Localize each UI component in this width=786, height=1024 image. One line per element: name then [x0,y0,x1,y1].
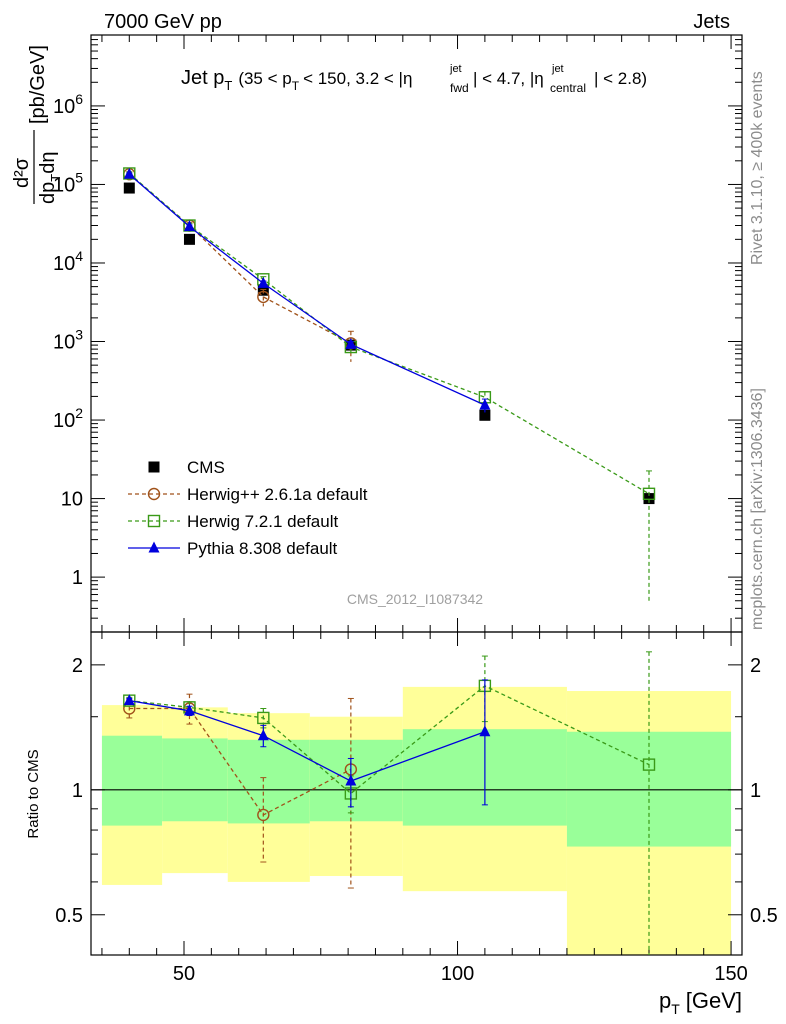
header-left: 7000 GeV pp [104,11,222,33]
main-line-1 [128,173,352,344]
side-label-lower: mcplots.cern.ch [arXiv:1306.3436] [749,388,766,630]
xlabel-main: p [659,988,671,1013]
main-ytick-label: 10 [61,489,83,511]
main-point-1 [257,290,270,304]
ratio-panel-frame [90,631,743,956]
main-title: Jet pT (35 < pT < 150, 3.2 < |η [181,67,412,93]
title-main: Jet p [181,67,224,89]
ratio-ylabel: Ratio to CMS [25,749,42,838]
ylabel-den: dp [37,182,59,204]
title-main-sub: T [224,78,232,93]
band-inner-3 [309,739,403,822]
ratio-point-2 [345,774,357,786]
ratio-point-1 [642,758,656,771]
main-ytick-label: 103 [53,327,83,354]
title-range-a-sub: T [292,79,300,93]
title-eta-fwd-sub: fwd [450,81,469,95]
legend-label-2: Herwig 7.2.1 default [187,512,338,531]
main-ylabel: d²σ dpTdη [pb/GeV] [11,45,63,204]
main-line-3 [128,173,486,406]
legend-marker-1 [147,487,161,501]
title-eta-fwd-sup: jet [449,63,462,75]
legend-label-0: CMS [187,458,225,477]
ratio-point-2 [123,694,135,706]
ylabel-units: [pb/GeV] [27,45,49,124]
main-point-3 [345,337,357,349]
ratio-line-1 [129,685,650,795]
ratio-series [123,651,656,955]
ratio-point-2 [479,725,491,737]
main-point-3 [123,167,135,179]
legend: CMS Herwig++ 2.6.1a default Herwig 7.2.1 d… [128,458,368,558]
legend-marker-3 [148,541,160,553]
legend-label-1: Herwig++ 2.6.1a default [187,485,368,504]
ylabel-num: d²σ [11,157,33,188]
legend-label-3: Pythia 8.308 default [187,539,338,558]
band-inner-1 [162,738,228,822]
main-point-0 [479,409,491,421]
main-point-0 [123,182,135,194]
xlabel-units: [GeV] [686,988,742,1013]
ylabel-den-tail: dη [37,152,59,174]
main-point-2 [642,487,656,501]
title-eta-c-sup: jet [551,63,564,75]
main-point-3 [257,276,269,288]
svg-text:dpTdη: dpTdη [37,152,63,204]
band-inner-0 [101,735,163,826]
main-ytick-label: 1 [72,567,83,589]
ratio-ytick-label-right: 0.5 [750,905,778,927]
watermark: CMS_2012_I1087342 [347,591,483,607]
ratio-bands [91,686,742,955]
ratio-point-0 [257,808,270,822]
main-ytick-label: 105 [53,169,83,196]
ratio-point-2 [183,704,195,716]
main-point-3 [479,398,491,410]
side-label-upper: Rivet 3.1.10, ≥ 400k events [749,71,766,265]
ratio-line-0 [129,707,352,816]
band-inner-2 [227,739,310,824]
title-range-b: < 150, 3.2 < |η [303,69,412,88]
xlabel: pT [GeV] [659,988,742,1017]
main-ytick-label: 104 [53,248,83,275]
title-range-d: | < 2.8) [594,69,647,88]
main-point-0 [643,493,655,505]
main-ytick-label: 106 [53,91,83,118]
main-point-0 [183,233,195,245]
ylabel-den-sub: T [48,174,63,182]
main-line-2 [128,172,650,495]
axis-ticks: 1 10 102 103 104 105 106 0.5 0.5 1 1 2 2 50 100 150 [53,34,778,985]
main-point-3 [183,220,195,232]
xtick-label: 100 [441,963,474,985]
legend-marker-2 [147,514,161,528]
main-series [123,167,656,601]
ratio-ytick-label-left: 0.5 [55,905,83,927]
legend-marker-0 [148,461,160,473]
ratio-ytick-label-right: 2 [750,655,761,677]
ratio-ytick-label-left: 1 [72,780,83,802]
xlabel-sub: T [671,1001,680,1017]
title-range-a: (35 < p [238,69,291,88]
header-right: Jets [693,11,730,33]
main-ytick-label: 102 [53,405,83,432]
title-range-c: | < 4.7, |η [473,69,544,88]
xtick-label: 150 [714,963,747,985]
ratio-ytick-label-right: 1 [750,780,761,802]
xtick-label: 50 [173,963,195,985]
ratio-point-1 [257,711,270,725]
title-eta-c-sub: central [550,81,586,95]
ratio-point-2 [257,729,269,741]
ratio-ytick-label-left: 2 [72,655,83,677]
